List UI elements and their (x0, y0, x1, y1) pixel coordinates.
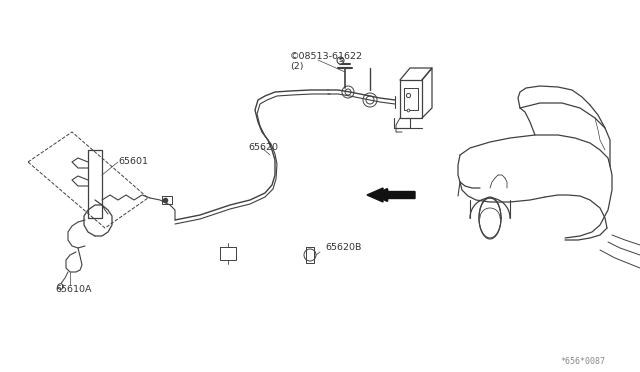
Text: S: S (339, 58, 343, 62)
Text: *656*0087: *656*0087 (560, 357, 605, 366)
Text: ©08513-61622
(2): ©08513-61622 (2) (290, 52, 363, 71)
Text: 65620B: 65620B (325, 244, 362, 253)
Text: 65620: 65620 (248, 144, 278, 153)
Text: 65601: 65601 (118, 157, 148, 167)
Text: 65610A: 65610A (55, 285, 92, 295)
FancyArrow shape (367, 188, 415, 202)
